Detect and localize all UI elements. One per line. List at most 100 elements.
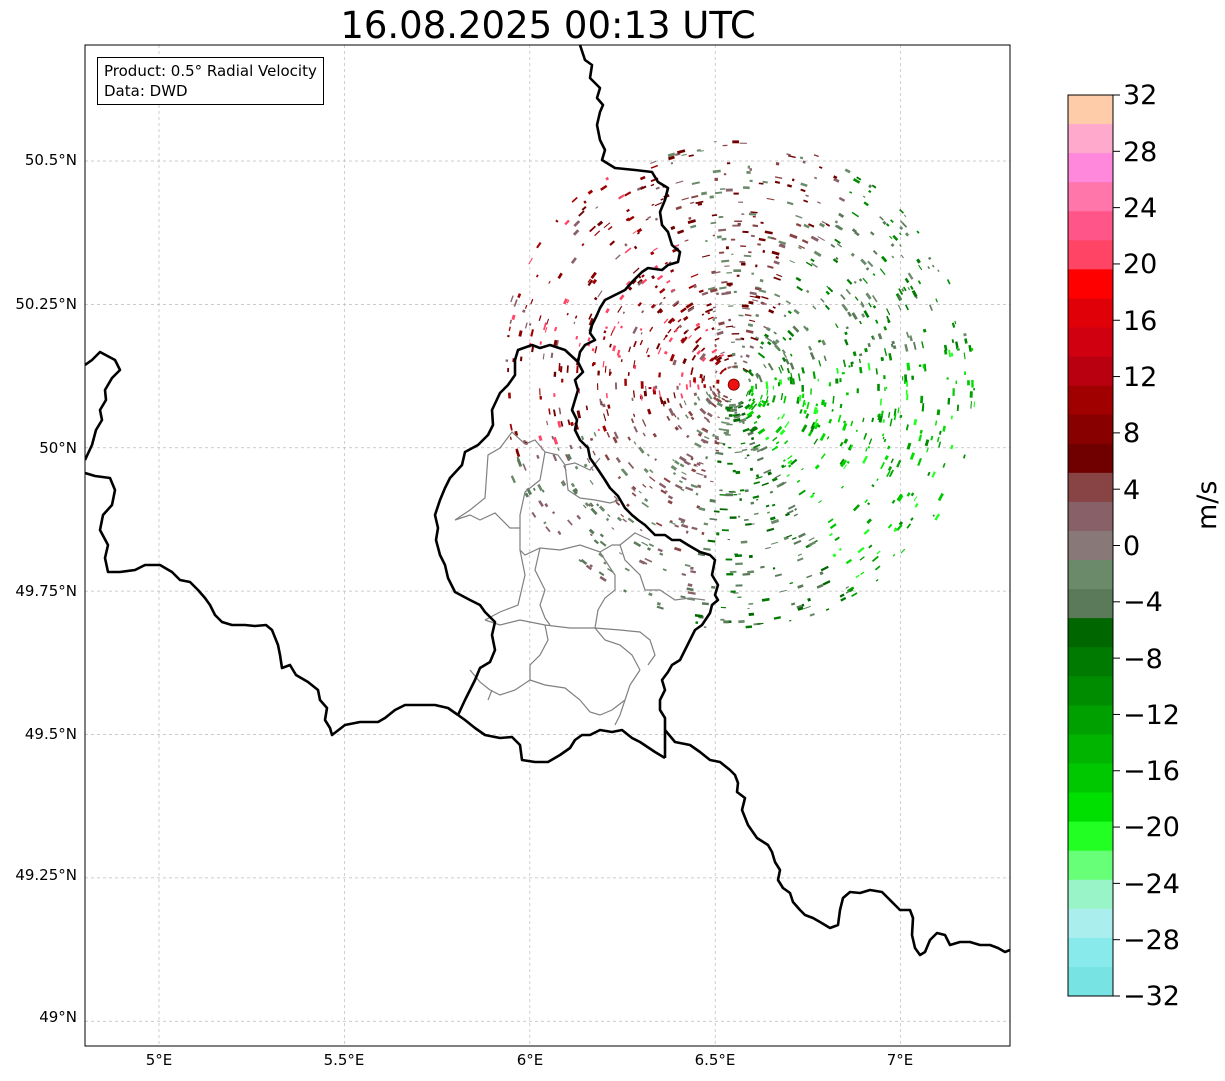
radar-echo-pixel [620,325,624,329]
radar-echo-pixel [625,280,631,286]
radar-echo-pixel [678,324,683,329]
radar-echo-pixel [727,538,731,541]
radar-echo-pixel [867,260,874,268]
radar-echo-pixel [732,414,737,417]
radar-echo-pixel [639,528,643,532]
radar-echo-pixel [578,210,585,217]
radar-echo-pixel [718,428,727,432]
radar-echo-pixel [938,441,942,448]
radar-echo-pixel [698,507,706,512]
radar-echo-pixel [659,287,666,294]
radar-echo-pixel [767,362,774,371]
radar-echo-pixel [725,434,731,436]
radar-echo-pixel [819,432,826,442]
radar-echo-pixel [683,330,688,335]
radar-echo-pixel [646,453,650,457]
radar-echo-pixel [970,348,974,351]
radar-echo-pixel [815,403,819,407]
radar-echo-pixel [745,390,750,397]
radar-echo-pixel [865,292,872,300]
radar-echo-pixel [621,468,629,477]
radar-echo-pixel [884,455,889,461]
radar-echo-pixel [712,306,717,309]
radar-echo-pixel [644,497,649,503]
radar-echo-pixel [802,160,806,164]
radar-echo-pixel [559,366,563,373]
radar-echo-pixel [789,376,793,385]
radar-echo-pixel [557,447,560,451]
radar-echo-pixel [553,409,557,417]
info-box: Product: 0.5° Radial Velocity Data: DWD [97,57,324,105]
radar-echo-pixel [590,271,597,279]
radar-echo-pixel [794,507,798,511]
colorbar-segment [1068,734,1113,764]
radar-echo-pixel [741,412,746,416]
radar-echo-pixel [838,547,842,551]
radar-echo-pixel [808,345,813,351]
radar-echo-pixel [916,258,921,264]
radar-echo-pixel [689,224,697,229]
radar-echo-pixel [774,180,781,184]
colorbar-tick-label: −32 [1123,981,1180,1012]
radar-echo-pixel [743,304,749,308]
radar-echo-pixel [603,413,607,422]
radar-echo-pixel [722,367,727,372]
radar-echo-pixel [769,490,774,494]
radar-echo-pixel [747,165,751,169]
radar-echo-pixel [603,561,607,565]
radar-echo-pixel [605,326,609,330]
radar-echo-pixel [765,504,770,508]
radar-echo-pixel [612,325,616,332]
radar-echo-pixel [616,516,622,522]
radar-echo-pixel [750,336,759,341]
radar-echo-pixel [906,362,911,371]
radar-echo-pixel [904,232,910,237]
radar-echo-pixel [701,356,707,362]
radar-echo-pixel [758,237,766,242]
radar-echo-pixel [880,461,885,470]
radar-echo-pixel [752,216,756,218]
radar-echo-pixel [677,424,683,430]
radar-echo-pixel [575,335,579,340]
radar-echo-pixel [755,474,760,478]
radar-echo-pixel [717,235,722,239]
radar-echo-pixel [786,153,791,156]
colorbar-segment [1068,443,1113,474]
radar-echo-pixel [810,388,812,395]
radar-echo-pixel [889,235,893,240]
radar-echo-pixel [845,326,849,330]
radar-echo-pixel [550,352,554,359]
radar-echo-pixel [681,471,687,476]
radar-echo-pixel [592,450,596,456]
colorbar-segment [1068,763,1113,794]
radar-echo-pixel [685,384,689,390]
radar-echo-pixel [557,420,562,428]
radar-echo-pixel [545,526,551,533]
radar-echo-pixel [518,330,523,337]
radar-echo-pixel [605,392,608,399]
radar-echo-pixel [710,355,718,362]
radar-echo-pixel [784,358,790,365]
radar-echo-pixel [694,613,703,618]
radar-echo-pixel [904,374,908,382]
radar-echo-pixel [743,254,752,258]
radar-echo-pixel [580,558,588,566]
radar-echo-pixel [698,289,704,294]
radar-echo-pixel [907,272,914,280]
radar-echo-pixel [628,346,632,353]
radar-echo-pixel [731,408,738,412]
radar-echo-pixel [844,331,848,336]
radar-echo-pixel [963,352,966,360]
radar-echo-pixel [713,140,717,143]
radar-echo-pixel [876,550,881,555]
radar-echo-pixel [677,318,682,323]
radar-echo-pixel [896,493,903,502]
radar-echo-pixel [701,428,709,434]
radar-echo-pixel [738,620,745,624]
radar-echo-pixel [609,343,612,348]
radar-echo-pixel [615,501,621,506]
radar-echo-pixel [862,417,865,423]
radar-echo-pixel [747,323,754,328]
radar-echo-pixel [832,258,839,264]
radar-echo-pixel [719,251,725,254]
